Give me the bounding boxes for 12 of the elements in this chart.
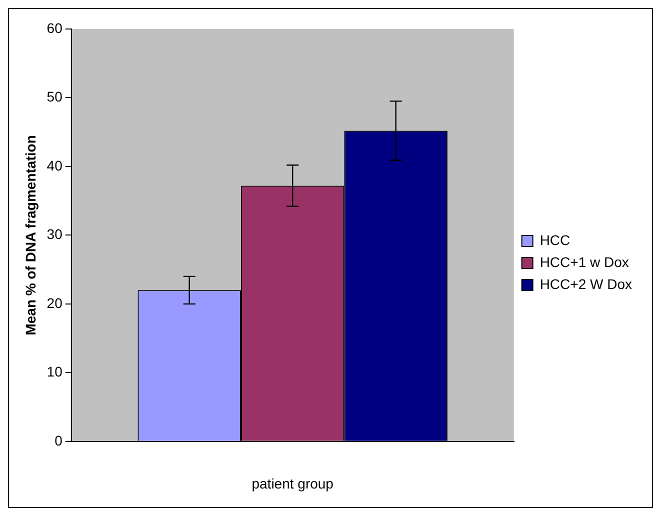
legend-label: HCC+2 W Dox [540,276,632,292]
y-tick-label: 40 [46,157,63,174]
y-tick-label: 20 [46,294,63,311]
y-tick-label: 10 [46,364,63,380]
x-axis-title: patient group [252,475,334,492]
legend-label: HCC [540,232,570,248]
y-axis-title: Mean % of DNA fragmentation [22,135,38,336]
legend-label: HCC+1 w Dox [540,254,629,270]
y-tick-label: 30 [46,226,63,242]
y-tick-label: 0 [54,432,63,448]
y-tick-label: 60 [46,20,63,36]
y-tick-label: 50 [46,88,63,105]
